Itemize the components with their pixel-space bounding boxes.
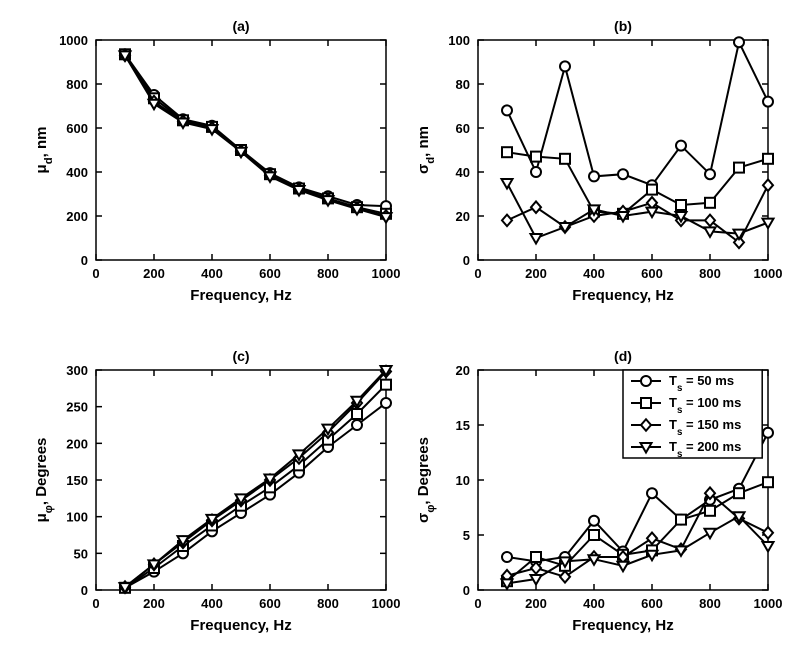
svg-text:1000: 1000 (372, 596, 401, 611)
svg-text:400: 400 (201, 266, 223, 281)
svg-text:200: 200 (66, 436, 88, 451)
svg-text:15: 15 (456, 418, 470, 433)
panel-a: (a) 02004006008001000Frequency, Hz020040… (96, 40, 386, 260)
svg-text:5: 5 (463, 528, 470, 543)
svg-text:Frequency, Hz: Frequency, Hz (190, 287, 291, 304)
svg-text:400: 400 (583, 596, 605, 611)
svg-text:σφ, Degrees: σφ, Degrees (415, 437, 437, 523)
svg-text:20: 20 (456, 209, 470, 224)
svg-text:200: 200 (143, 266, 165, 281)
svg-text:0: 0 (474, 266, 481, 281)
svg-text:400: 400 (201, 596, 223, 611)
svg-text:800: 800 (66, 77, 88, 92)
panel-b: (b) 02004006008001000Frequency, Hz020406… (478, 40, 768, 260)
svg-text:0: 0 (463, 253, 470, 268)
svg-text:200: 200 (143, 596, 165, 611)
svg-text:0: 0 (92, 266, 99, 281)
svg-text:40: 40 (456, 165, 470, 180)
svg-text:50: 50 (74, 546, 88, 561)
svg-text:100: 100 (448, 33, 470, 48)
svg-text:600: 600 (259, 266, 281, 281)
svg-text:600: 600 (641, 266, 663, 281)
svg-text:σd, nm: σd, nm (415, 126, 437, 174)
panel-b-title: (b) (478, 18, 768, 34)
panel-c-title: (c) (96, 348, 386, 364)
svg-text:400: 400 (583, 266, 605, 281)
svg-text:80: 80 (456, 77, 470, 92)
panel-d: (d) 02004006008001000Frequency, Hz051015… (478, 370, 768, 590)
svg-text:0: 0 (463, 583, 470, 598)
figure: (a) 02004006008001000Frequency, Hz020040… (0, 0, 800, 646)
svg-text:300: 300 (66, 363, 88, 378)
svg-text:Frequency, Hz: Frequency, Hz (572, 287, 673, 304)
panel-d-title: (d) (478, 348, 768, 364)
svg-text:600: 600 (259, 596, 281, 611)
panel-a-svg: 02004006008001000Frequency, Hz0200400600… (96, 40, 386, 320)
svg-text:Frequency, Hz: Frequency, Hz (572, 617, 673, 634)
svg-text:600: 600 (66, 121, 88, 136)
svg-text:150: 150 (66, 473, 88, 488)
panel-c-svg: 02004006008001000Frequency, Hz0501001502… (96, 370, 386, 650)
svg-text:20: 20 (456, 363, 470, 378)
svg-text:0: 0 (474, 596, 481, 611)
svg-text:800: 800 (317, 266, 339, 281)
svg-text:μd, nm: μd, nm (33, 127, 55, 174)
svg-text:400: 400 (66, 165, 88, 180)
panel-b-svg: 02004006008001000Frequency, Hz0204060801… (478, 40, 768, 320)
svg-text:200: 200 (525, 266, 547, 281)
svg-text:200: 200 (525, 596, 547, 611)
svg-text:800: 800 (699, 596, 721, 611)
svg-text:250: 250 (66, 400, 88, 415)
svg-text:100: 100 (66, 510, 88, 525)
svg-text:800: 800 (317, 596, 339, 611)
svg-text:1000: 1000 (59, 33, 88, 48)
svg-text:1000: 1000 (754, 596, 783, 611)
svg-text:1000: 1000 (372, 266, 401, 281)
svg-text:10: 10 (456, 473, 470, 488)
svg-text:0: 0 (81, 583, 88, 598)
svg-text:60: 60 (456, 121, 470, 136)
panel-d-svg: 02004006008001000Frequency, Hz05101520σφ… (478, 370, 768, 650)
svg-text:Frequency, Hz: Frequency, Hz (190, 617, 291, 634)
svg-text:0: 0 (92, 596, 99, 611)
svg-text:800: 800 (699, 266, 721, 281)
svg-text:0: 0 (81, 253, 88, 268)
panel-c: (c) 02004006008001000Frequency, Hz050100… (96, 370, 386, 590)
svg-text:600: 600 (641, 596, 663, 611)
panel-a-title: (a) (96, 18, 386, 34)
svg-text:μφ, Degrees: μφ, Degrees (33, 438, 55, 523)
svg-text:1000: 1000 (754, 266, 783, 281)
svg-text:200: 200 (66, 209, 88, 224)
